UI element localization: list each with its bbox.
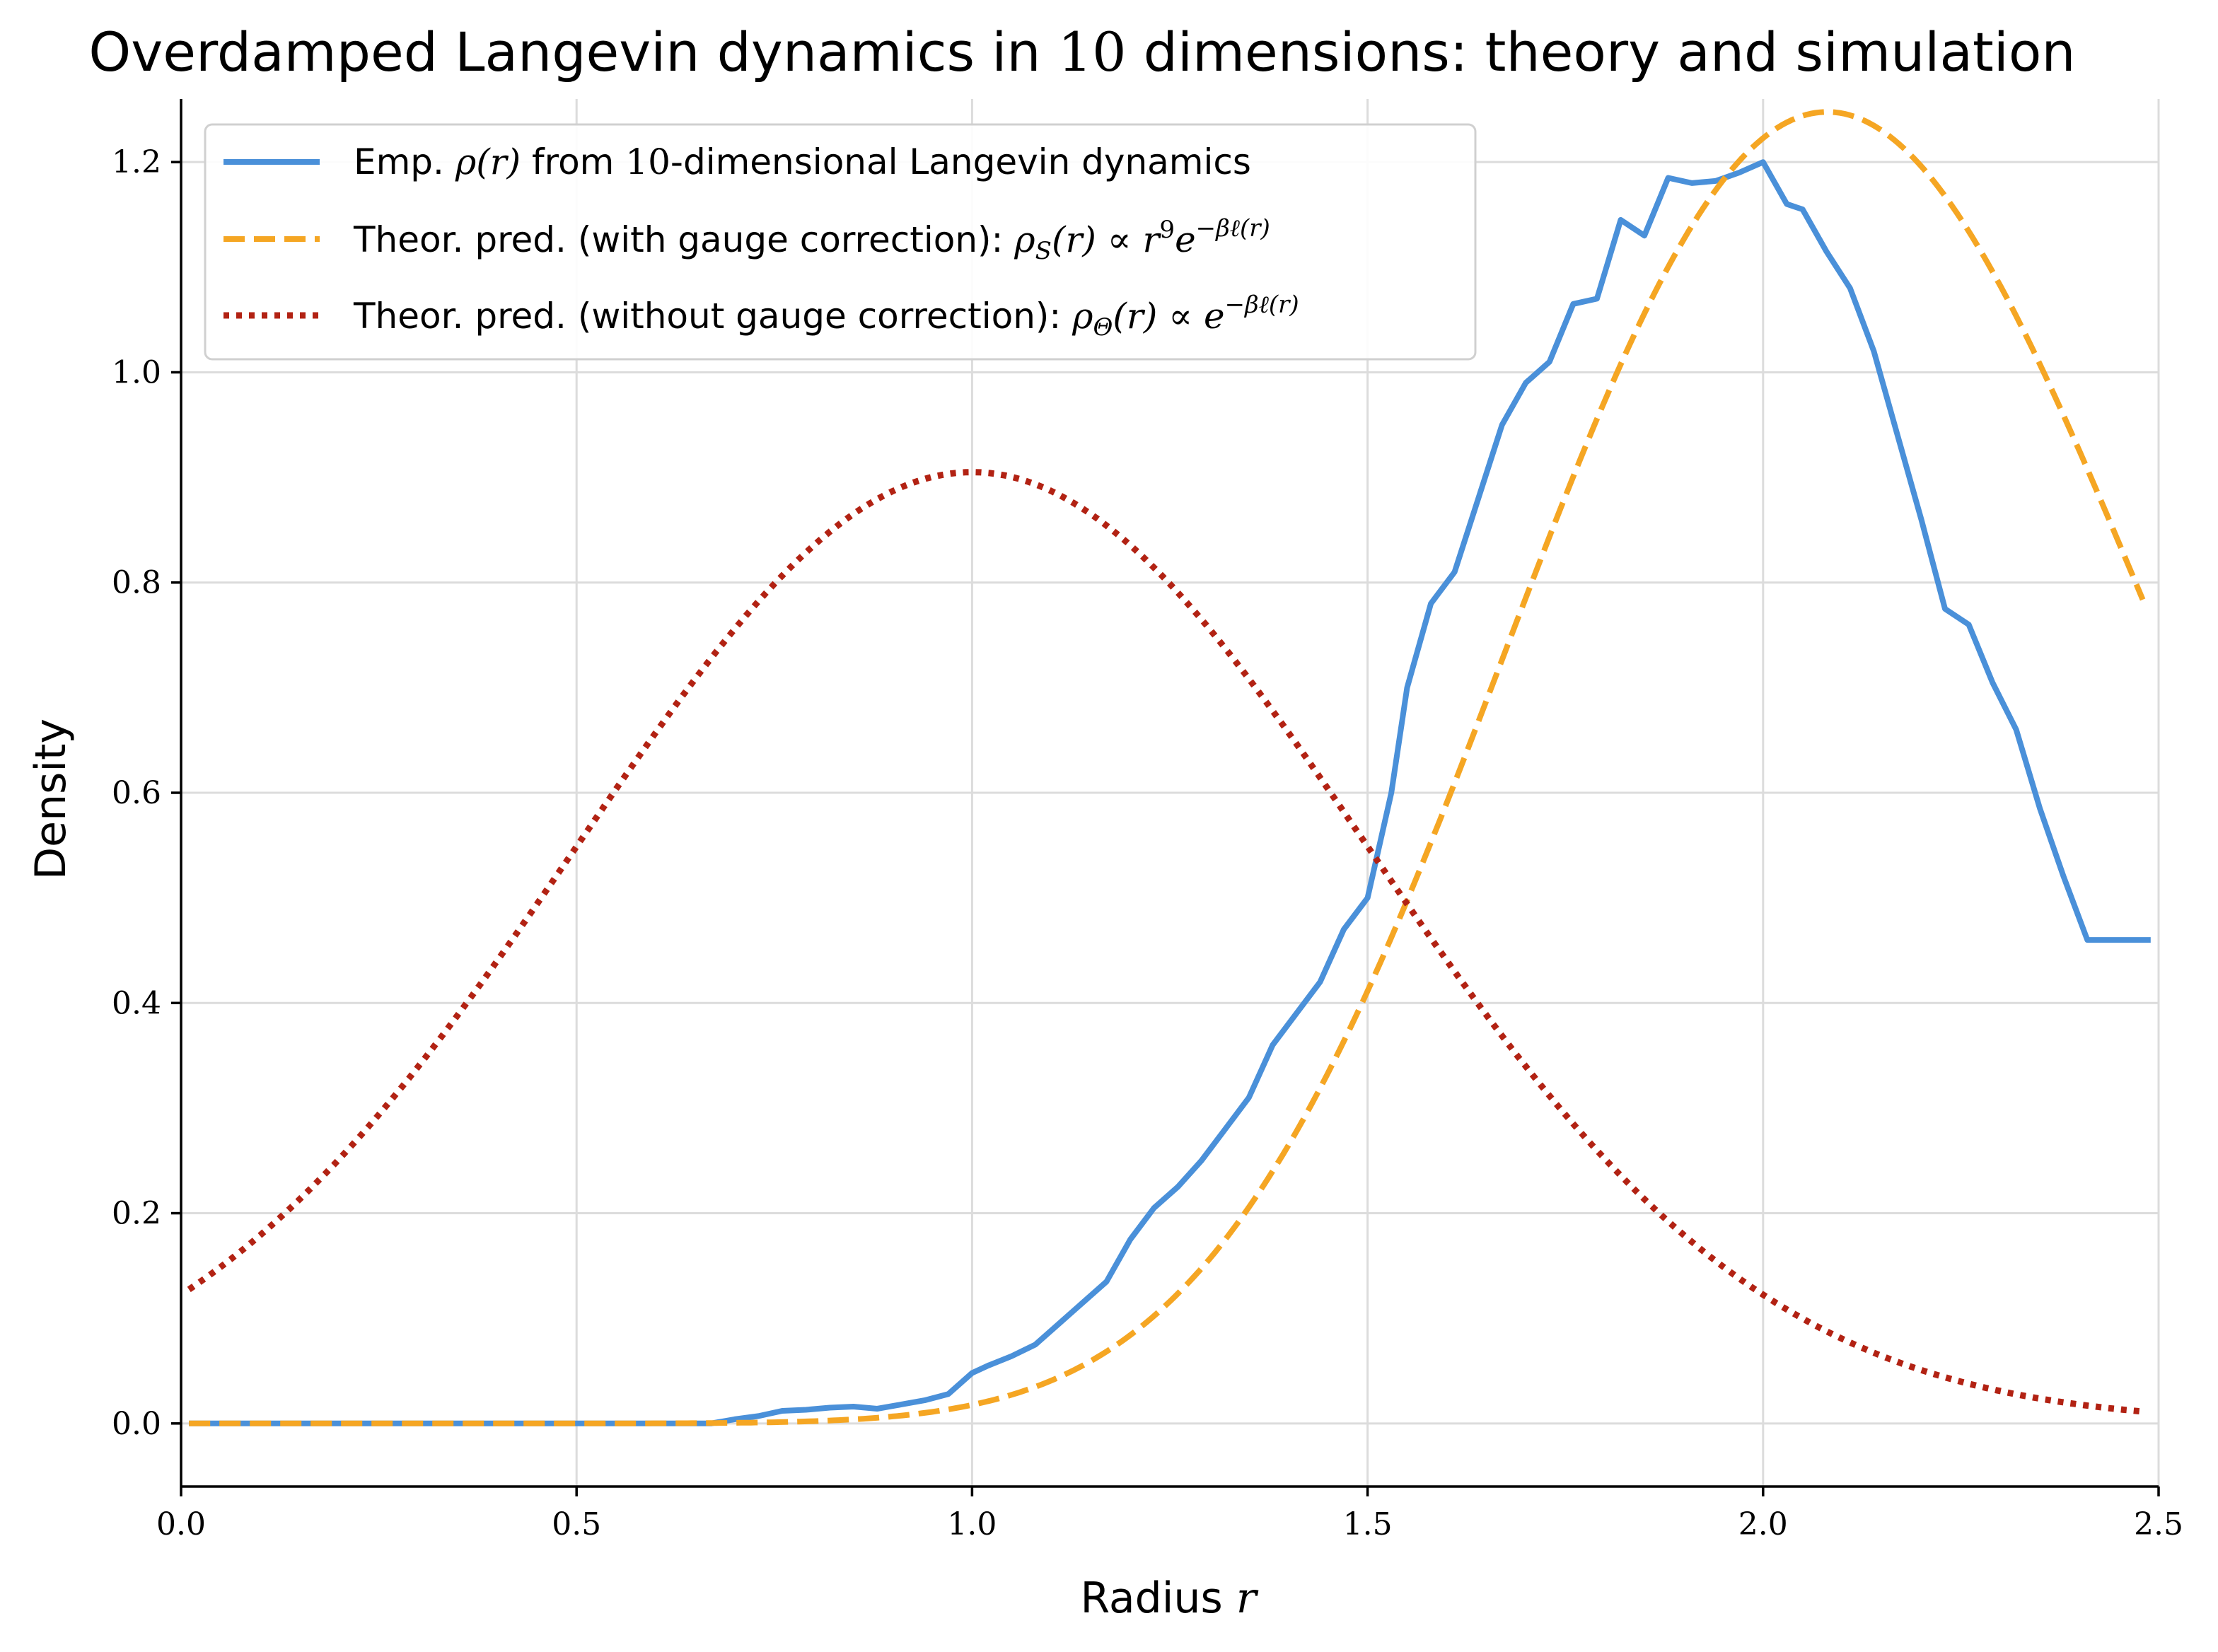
y-tick-label: 1.0 <box>112 354 161 390</box>
x-tick-label: 2.5 <box>2134 1506 2183 1542</box>
series-line-1 <box>189 109 2146 1426</box>
x-tick-label: 0.5 <box>552 1506 601 1542</box>
y-tick-label: 0.2 <box>112 1196 161 1232</box>
legend-label-gauge: Theor. pred. (with gauge correction): ρS… <box>353 214 1270 265</box>
legend-label-nogauge: Theor. pred. (without gauge correction):… <box>353 291 1299 342</box>
series-line-0 <box>189 159 2151 1426</box>
y-tick-label: 0.8 <box>112 565 161 601</box>
legend-label-empirical: Emp. ρ(r) from 10-dimensional Langevin d… <box>354 141 1251 182</box>
legend: Emp. ρ(r) from 10-dimensional Langevin d… <box>204 123 1477 361</box>
y-tick-label: 0.0 <box>112 1406 161 1442</box>
ticks: 0.0 0.5 1.0 1.5 2.0 2.5 0.0 0.2 0.4 0.6 0.8 1.0 1.2 <box>112 144 2183 1542</box>
x-axis-label: Radius r <box>1081 1574 1259 1623</box>
y-tick-label: 1.2 <box>112 144 161 180</box>
x-tick-label: 2.0 <box>1738 1506 1788 1542</box>
chart-title: Overdamped Langevin dynamics in 10 dimen… <box>88 21 2075 83</box>
y-tick-label: 0.6 <box>112 775 161 811</box>
y-axis-label: Density <box>26 719 76 880</box>
series-layer <box>187 109 2151 1426</box>
series-line-2 <box>187 469 2143 1415</box>
x-tick-label: 1.5 <box>1343 1506 1393 1542</box>
x-tick-label: 1.0 <box>947 1506 997 1542</box>
y-tick-label: 0.4 <box>112 985 161 1021</box>
x-tick-label: 0.0 <box>156 1506 206 1542</box>
legend-frame <box>204 123 1477 361</box>
